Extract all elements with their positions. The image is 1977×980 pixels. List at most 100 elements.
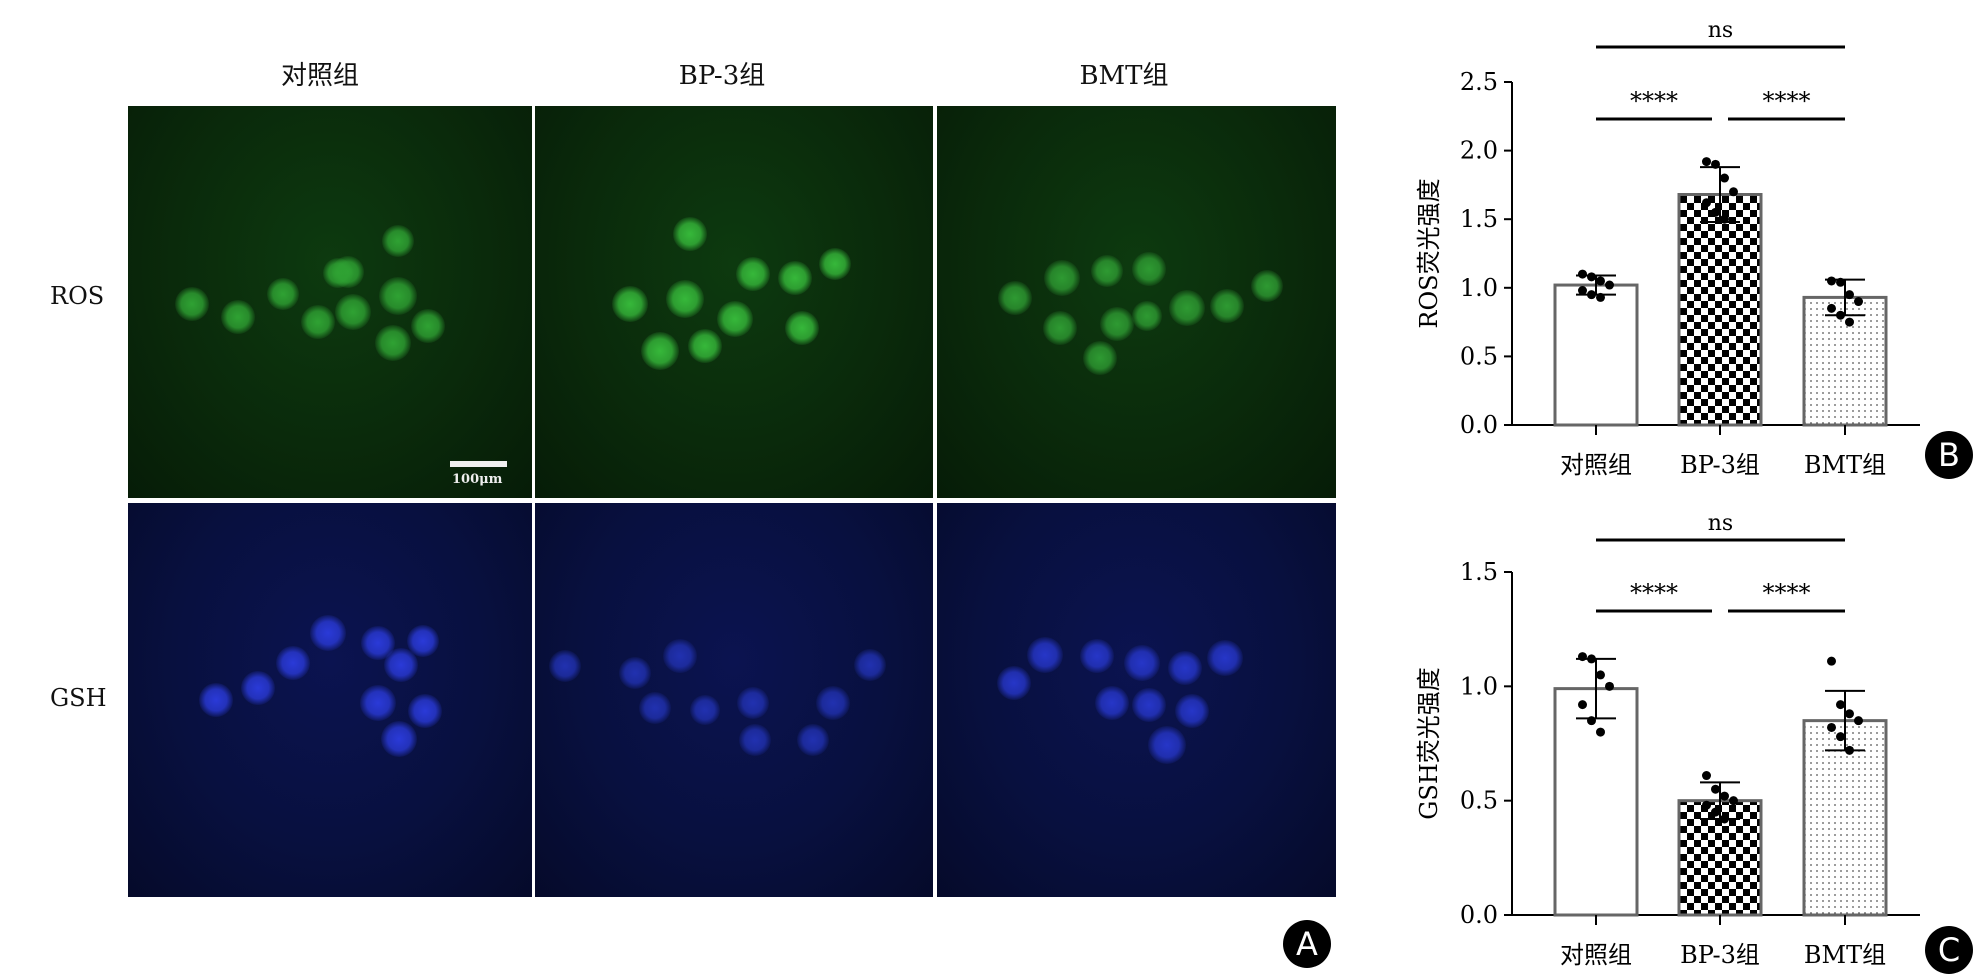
cell xyxy=(1043,311,1077,345)
data-point xyxy=(1827,656,1836,666)
cell xyxy=(1132,252,1166,286)
row-label-gsh: GSH xyxy=(50,684,107,712)
data-point xyxy=(1587,290,1596,300)
cell xyxy=(1091,255,1123,287)
cell xyxy=(381,721,417,757)
y-tick-label: 0.5 xyxy=(1460,342,1498,370)
data-point xyxy=(1578,269,1587,279)
data-point xyxy=(1854,297,1863,307)
x-tick-label: 对照组 xyxy=(1560,451,1632,479)
column-label-bp3: BP-3组 xyxy=(678,61,766,91)
data-point xyxy=(1702,800,1711,810)
ros-bmt-micrograph xyxy=(937,106,1336,498)
cell xyxy=(276,646,310,680)
cell xyxy=(816,686,850,720)
significance-label: **** xyxy=(1763,87,1811,115)
cell xyxy=(663,639,697,673)
cell xyxy=(267,278,299,310)
cell xyxy=(382,225,414,257)
cell xyxy=(241,671,275,705)
cell xyxy=(375,325,411,361)
data-point xyxy=(1578,700,1587,710)
cell xyxy=(1132,688,1166,722)
gsh-control-micrograph xyxy=(128,503,532,897)
data-point xyxy=(1702,157,1711,167)
cell xyxy=(1210,289,1244,323)
data-point xyxy=(1605,280,1614,290)
cell xyxy=(323,258,353,288)
cell xyxy=(797,724,829,756)
cell xyxy=(785,311,819,345)
cell xyxy=(1027,637,1063,673)
data-point xyxy=(1720,814,1729,824)
data-point xyxy=(1578,652,1587,662)
panel-letter-c: C xyxy=(1925,926,1973,974)
data-point xyxy=(1596,727,1605,737)
cell xyxy=(360,685,396,721)
cell xyxy=(717,301,753,337)
cell xyxy=(384,648,418,682)
data-point xyxy=(1711,784,1720,794)
cell xyxy=(379,277,417,315)
y-axis-label: ROS荧光强度 xyxy=(1415,178,1443,328)
x-tick-label: BMT组 xyxy=(1804,941,1886,969)
data-point xyxy=(1729,796,1738,806)
gsh-bp3-micrograph xyxy=(535,503,933,897)
cell xyxy=(666,280,704,318)
cell xyxy=(739,724,771,756)
cell xyxy=(612,286,648,322)
data-point xyxy=(1711,207,1720,217)
cell xyxy=(1251,270,1283,302)
cell xyxy=(1132,301,1162,331)
data-point xyxy=(1845,317,1854,327)
x-tick-label: BP-3组 xyxy=(1680,451,1760,479)
cell xyxy=(301,305,335,339)
cell xyxy=(1083,341,1117,375)
x-tick-label: BP-3组 xyxy=(1680,941,1760,969)
significance-label: ns xyxy=(1708,511,1733,536)
data-point xyxy=(1836,277,1845,287)
bar xyxy=(1677,193,1763,427)
data-point xyxy=(1720,214,1729,224)
gsh-bmt-micrograph xyxy=(937,503,1336,897)
data-point xyxy=(1827,276,1836,286)
data-point xyxy=(1854,716,1863,726)
y-axis-label: GSH荧光强度 xyxy=(1415,667,1443,820)
cell xyxy=(310,615,346,651)
cell xyxy=(199,683,233,717)
cell xyxy=(997,666,1031,700)
data-point xyxy=(1711,807,1720,817)
x-tick-label: BMT组 xyxy=(1804,451,1886,479)
bar xyxy=(1802,719,1888,917)
bar xyxy=(1553,687,1639,917)
y-tick-label: 1.0 xyxy=(1460,274,1498,302)
cell xyxy=(619,657,651,689)
row-label-ros: ROS xyxy=(50,282,105,310)
cell xyxy=(854,649,886,681)
data-point xyxy=(1596,292,1605,302)
significance-label: **** xyxy=(1630,87,1678,115)
data-point xyxy=(1729,187,1738,197)
cell xyxy=(1169,290,1205,326)
cell xyxy=(1095,686,1129,720)
data-point xyxy=(1578,286,1587,296)
data-point xyxy=(1836,732,1845,742)
ros-control-micrograph xyxy=(128,106,532,498)
data-point xyxy=(1845,709,1854,719)
data-point xyxy=(1720,791,1729,801)
cell xyxy=(175,287,209,321)
cell xyxy=(737,687,769,719)
y-tick-label: 1.5 xyxy=(1460,558,1498,586)
cell xyxy=(221,300,255,334)
cell xyxy=(408,694,442,728)
data-point xyxy=(1845,290,1854,300)
y-tick-label: 1.5 xyxy=(1460,205,1498,233)
scale-bar-label: 100μm xyxy=(452,472,503,487)
x-tick-label: 对照组 xyxy=(1560,941,1632,969)
cell xyxy=(1148,726,1186,764)
cell xyxy=(690,695,720,725)
cell xyxy=(736,257,770,291)
data-point xyxy=(1596,670,1605,680)
data-point xyxy=(1702,198,1711,208)
